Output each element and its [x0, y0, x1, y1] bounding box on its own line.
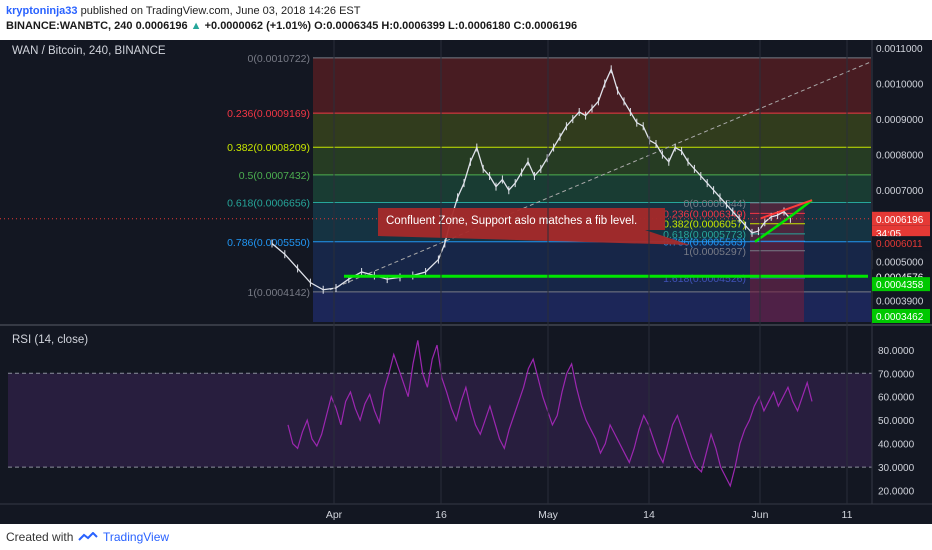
rsi-title: RSI (14, close): [12, 334, 88, 346]
right-fib-label: 1(0.0005297): [684, 246, 746, 258]
fib-zone: [313, 147, 871, 175]
rsi-tick-label: 30.0000: [878, 463, 915, 474]
price-tick-label: 0.0008000: [876, 151, 924, 162]
price-badge-label: 0.0006011: [876, 239, 923, 250]
rsi-band: [8, 373, 872, 467]
published-text: published on TradingView.com, June 03, 2…: [81, 5, 361, 17]
created-with-text: Created with: [6, 530, 73, 544]
chart-title: WAN / Bitcoin, 240, BINANCE: [12, 45, 166, 57]
low-label: L:: [448, 20, 458, 32]
rsi-tick-label: 50.0000: [878, 416, 915, 427]
open-value: 0.0006345: [326, 20, 378, 32]
chart-area[interactable]: 0(0.0010722) 0.236(0.0009169) 0.382(0.0008…: [0, 40, 932, 524]
time-tick-label: May: [538, 509, 559, 521]
annotation-text: Confluent Zone, Support aslo matches a f…: [386, 215, 637, 227]
time-tick-label: 16: [435, 509, 447, 521]
rsi-tick-label: 60.0000: [878, 393, 915, 404]
price-tick-label: 0.0011000: [876, 44, 923, 55]
fib-level-label: 1(0.0004142): [248, 287, 310, 299]
change-value: +0.0000062 (+1.01%): [205, 20, 311, 32]
high-value: 0.0006399: [393, 20, 445, 32]
time-tick-label: Jun: [752, 509, 769, 521]
symbol-label: BINANCE:WANBTC, 240: [6, 20, 133, 32]
last-price: 0.0006196: [136, 20, 188, 32]
tradingview-logo-icon: [78, 532, 98, 542]
price-tick-label: 0.0003900: [876, 296, 924, 307]
rsi-tick-label: 20.0000: [878, 487, 915, 498]
close-label: C:: [514, 20, 526, 32]
fib-level-label: 0.618(0.0006656): [227, 197, 310, 209]
price-badge-label: 0.0004358: [876, 280, 924, 291]
time-tick-label: 14: [643, 509, 655, 521]
footer: Created with TradingView: [0, 524, 932, 550]
low-value: 0.0006180: [458, 20, 510, 32]
rsi-tick-label: 40.0000: [878, 440, 915, 451]
close-value: 0.0006196: [525, 20, 577, 32]
price-tick-label: 0.0007000: [876, 186, 924, 197]
fib-level-label: 0.5(0.0007432): [239, 170, 310, 182]
chart-svg[interactable]: 0(0.0010722) 0.236(0.0009169) 0.382(0.0008…: [0, 40, 932, 524]
price-badge-label: 0.0006196: [876, 215, 924, 226]
high-label: H:: [381, 20, 393, 32]
time-tick-label: 11: [842, 509, 853, 521]
right-fib-zone: [750, 203, 804, 322]
fib-level-label: 0.382(0.0008209): [227, 142, 310, 154]
tradingview-link[interactable]: TradingView: [103, 530, 169, 544]
author-link[interactable]: kryptoninja33: [6, 5, 78, 17]
open-label: O:: [314, 20, 326, 32]
chart-header: kryptoninja33 published on TradingView.c…: [0, 0, 932, 40]
up-triangle-icon: ▲: [191, 20, 202, 32]
price-badge-label: 0.0003462: [876, 312, 924, 323]
rsi-tick-label: 80.0000: [878, 346, 915, 357]
time-tick-label: Apr: [326, 509, 343, 521]
fib-zone: [313, 113, 871, 147]
publish-line: kryptoninja33 published on TradingView.c…: [6, 5, 360, 17]
fib-level-label: 0.786(0.0005550): [227, 237, 310, 249]
ohlc-line: BINANCE:WANBTC, 240 0.0006196 ▲ +0.00000…: [6, 20, 577, 32]
rsi-tick-label: 70.0000: [878, 369, 915, 380]
price-tick-label: 0.0009000: [876, 115, 924, 126]
fib-level-label: 0.236(0.0009169): [227, 108, 310, 120]
fib-zone: [313, 175, 871, 203]
fib-level-label: 0(0.0010722): [248, 53, 310, 65]
price-tick-label: 0.0005000: [876, 257, 924, 268]
price-tick-label: 0.0010000: [876, 80, 924, 91]
